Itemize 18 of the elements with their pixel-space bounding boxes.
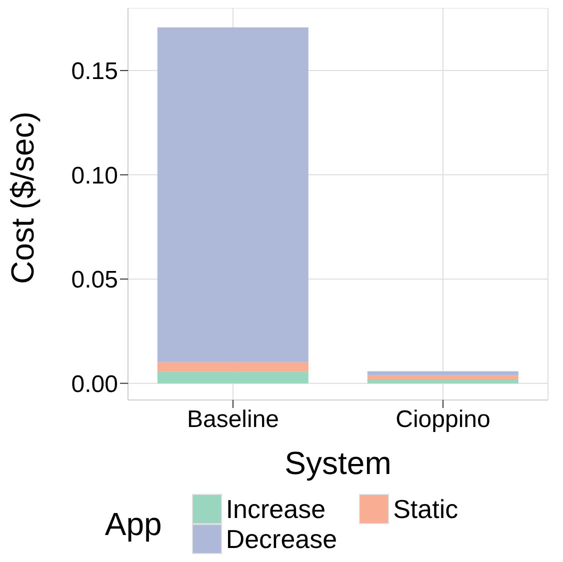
legend-label: Decrease [226, 524, 338, 554]
x-axis-title: System [284, 445, 392, 481]
bar [157, 27, 308, 362]
legend-title: App [104, 506, 162, 542]
y-axis-title: Cost ($/sec) [4, 112, 40, 284]
y-tick-label: 0.00 [71, 370, 118, 398]
bar [157, 372, 308, 384]
x-tick-label: Baseline [186, 406, 280, 434]
y-tick-label: 0.10 [71, 162, 118, 190]
legend-label: Static [393, 494, 458, 524]
bar [367, 371, 518, 376]
bar [157, 362, 308, 372]
y-tick-label: 0.15 [71, 58, 118, 86]
legend-label: Increase [226, 494, 326, 524]
x-tick-label: Cioppino [396, 406, 490, 434]
bar [367, 375, 518, 380]
bar [367, 380, 518, 384]
y-tick-label: 0.05 [71, 266, 118, 294]
